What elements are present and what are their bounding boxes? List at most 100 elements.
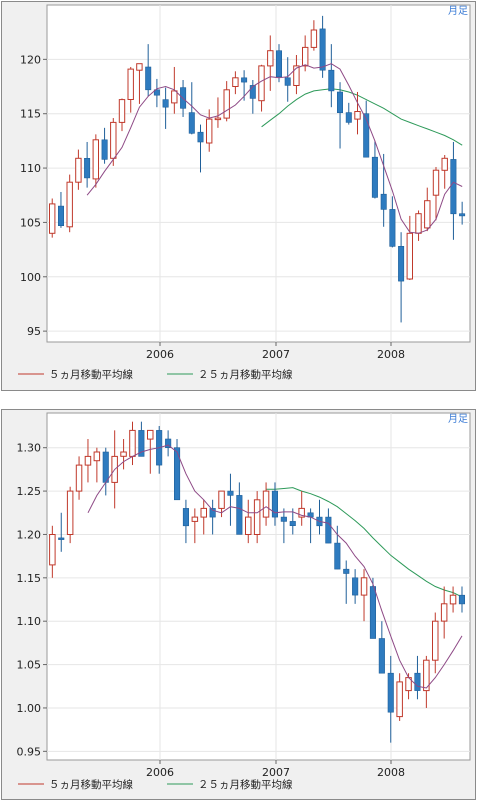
candle-body-down — [209, 508, 216, 518]
candle-body-up — [432, 169, 440, 196]
candle-body-up — [75, 157, 82, 183]
candle-body-down — [101, 139, 108, 160]
candle-body-up — [258, 65, 265, 102]
candle-body-up — [84, 455, 92, 466]
ma25-line — [266, 487, 463, 598]
x-tick-label: 2008 — [377, 348, 405, 361]
candle-body-down — [352, 577, 359, 596]
candle-body-up — [267, 50, 274, 67]
candle-body-down — [387, 672, 394, 713]
y-tick-label: 110 — [20, 162, 41, 175]
candle-body-up — [302, 46, 309, 67]
legend-ma5-label: ５ヵ月移動平均線 — [49, 368, 133, 381]
y-tick-label: 0.95 — [17, 745, 42, 758]
candle-body-down — [227, 490, 234, 496]
candle-body-up — [75, 464, 83, 492]
candle-body-up — [127, 68, 134, 100]
y-tick-label: 1.00 — [17, 702, 42, 715]
candle-body-down — [378, 638, 385, 674]
candle-body-down — [371, 156, 378, 198]
y-tick-label: 105 — [20, 216, 41, 229]
candle-body-up — [406, 232, 414, 280]
candle-body-down — [459, 213, 466, 217]
x-tick-label: 2007 — [262, 766, 290, 779]
candle-body-down — [162, 99, 169, 108]
candle-body-down — [145, 66, 152, 91]
candle-body-up — [66, 490, 74, 535]
candle-body-up — [200, 507, 207, 518]
candle-body-up — [232, 77, 239, 88]
candle-body-up — [432, 620, 439, 661]
candle-body-up — [66, 181, 73, 228]
candle-body-down — [343, 568, 350, 574]
candle-body-up — [293, 65, 300, 87]
candle-body-down — [414, 672, 421, 691]
period-label: 月足 — [448, 5, 468, 17]
candle-body-up — [214, 117, 222, 121]
legend-ma25-label: ２５ヵ月移動平均線 — [198, 368, 293, 381]
candle-body-down — [241, 77, 248, 83]
candlestick-chart-top: 95 100 105 110 115 120 2006 2007 2008 月足 ５ヵ月移動平均線 ２… — [18, 4, 471, 381]
candle-body-down — [328, 69, 335, 92]
x-tick-label: 2008 — [377, 766, 405, 779]
ma5-line — [86, 63, 463, 234]
candle-body-up — [424, 200, 431, 229]
candle-body-down — [334, 542, 341, 570]
candle-body-up — [245, 516, 252, 535]
candle-body-down — [319, 28, 326, 71]
candle-body-up — [147, 429, 154, 440]
candle-body-up — [449, 594, 457, 605]
period-label: 月足 — [448, 413, 468, 425]
y-tick-label: 1.20 — [17, 528, 42, 541]
candle-body-down — [153, 89, 160, 96]
legend-ma5-label: ５ヵ月移動平均線 — [49, 778, 133, 791]
candle-body-up — [441, 157, 448, 171]
candle-body-up — [440, 603, 448, 622]
candle-body-up — [423, 659, 430, 692]
candle-body-up — [49, 534, 56, 566]
candle-body-down — [102, 451, 109, 483]
candle-body-up — [93, 451, 101, 462]
chart-panel-bottom: 0.95 1.00 1.05 1.10 1.15 1.20 1.25 1.30 2006 2007… — [1, 409, 476, 800]
candle-body-up — [218, 490, 225, 509]
candle-body-up — [415, 213, 422, 234]
candle-body-up — [110, 121, 117, 159]
ma5-line — [87, 444, 463, 689]
candle-body-up — [171, 90, 178, 104]
candle-body-down — [165, 438, 172, 448]
y-tick-label: 100 — [20, 271, 41, 284]
candle-body-up — [136, 63, 143, 71]
y-tick-label: 95 — [27, 325, 41, 338]
candle-body-down — [325, 516, 332, 544]
candle-body-down — [182, 508, 189, 527]
candle-body-down — [249, 85, 256, 99]
chart-panel-top: 95 100 105 110 115 120 2006 2007 2008 月足 ５ヵ月移動平均線 ２… — [1, 1, 476, 391]
candle-body-down — [138, 430, 145, 457]
candle-body-up — [354, 111, 361, 120]
candle-body-up — [298, 507, 305, 518]
candle-body-up — [120, 451, 127, 457]
candle-body-down — [58, 537, 65, 540]
candle-body-down — [57, 205, 64, 227]
candle-body-down — [389, 209, 396, 247]
y-tick-label: 1.30 — [17, 442, 42, 455]
candle-body-down — [398, 246, 405, 282]
candle-body-up — [223, 89, 230, 119]
candle-body-down — [84, 158, 91, 179]
y-tick-label: 1.15 — [17, 572, 42, 585]
y-tick-label: 1.05 — [17, 659, 42, 672]
y-tick-label: 115 — [20, 108, 41, 121]
candle-body-down — [174, 447, 181, 501]
candle-body-up — [360, 577, 368, 596]
candle-body-up — [129, 429, 136, 457]
candle-body-up — [206, 118, 213, 144]
y-tick-label: 1.25 — [17, 485, 42, 498]
y-tick-label: 120 — [20, 53, 41, 66]
candle-body-up — [396, 681, 403, 718]
candle-body-up — [118, 99, 126, 123]
y-tick-label: 1.10 — [17, 615, 42, 628]
candle-body-down — [380, 193, 387, 210]
candle-body-up — [310, 29, 318, 48]
legend-ma25-label: ２５ヵ月移動平均線 — [198, 778, 293, 791]
candlestick-chart-bottom: 0.95 1.00 1.05 1.10 1.15 1.20 1.25 1.30 2006 2007… — [17, 412, 471, 791]
